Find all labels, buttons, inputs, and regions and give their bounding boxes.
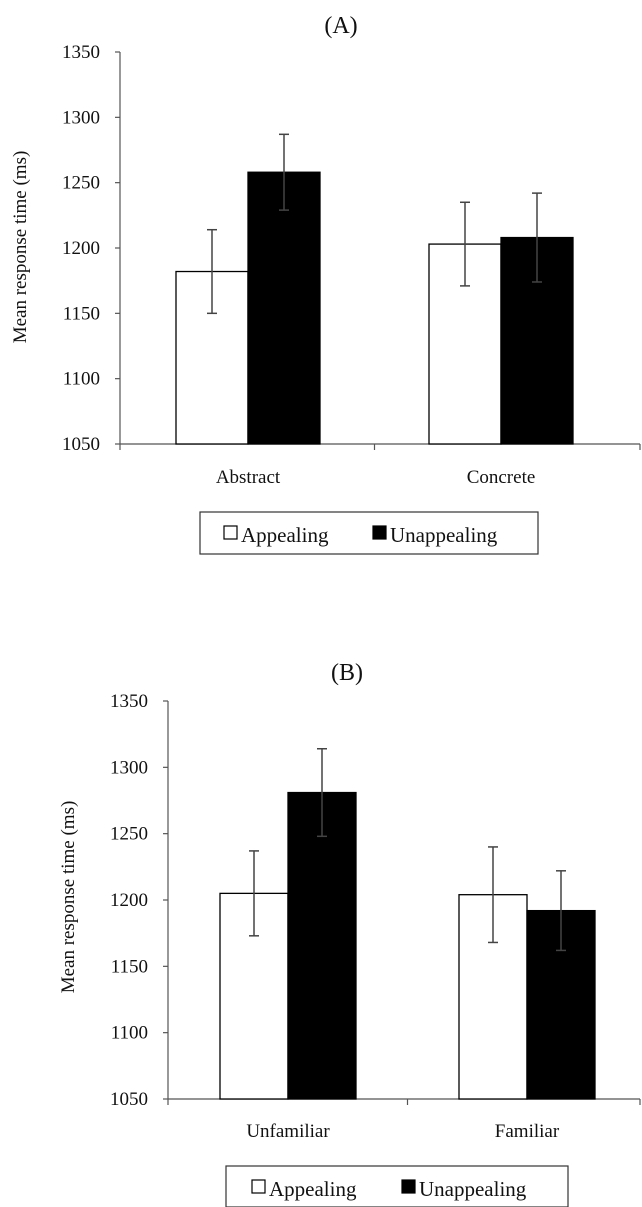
panel-b-y-tick-label: 1350 bbox=[110, 691, 148, 712]
panel-a-y-tick-label: 1350 bbox=[62, 42, 100, 63]
legend-unappealing-swatch-a bbox=[372, 525, 387, 540]
panel-a-category-label-abstract: Abstract bbox=[216, 467, 281, 488]
panel-b-y-tick-label: 1250 bbox=[110, 824, 148, 845]
panel-b-y-tick-label: 1150 bbox=[111, 956, 148, 977]
panel-b-bar-unappealing-unfamiliar bbox=[287, 791, 357, 1100]
panel-a-y-tick-label: 1300 bbox=[62, 107, 100, 128]
panel-b-y-tick-label: 1300 bbox=[110, 757, 148, 778]
panel-b-y-tick-label: 1050 bbox=[110, 1089, 148, 1110]
legend-unappealing-label-a: Unappealing bbox=[390, 523, 498, 547]
panel-b-plot-area: 1050 1100 1150 1200 1250 1300 1350 Unfamiliar Fa… bbox=[110, 691, 641, 1142]
panel-a-title: (A) bbox=[324, 13, 357, 39]
panel-b-title: (B) bbox=[331, 660, 363, 686]
panel-a-bar-unappealing-abstract bbox=[247, 171, 321, 445]
panel-b-category-label-familiar: Familiar bbox=[495, 1121, 560, 1142]
panel-b-y-tick-label: 1200 bbox=[110, 890, 148, 911]
panel-a-legend-frame bbox=[199, 511, 539, 555]
panel-b-y-axis-label: Mean response time (ms) bbox=[58, 801, 79, 994]
panel-a-y-tick-label: 1100 bbox=[63, 369, 100, 390]
legend-appealing-swatch-b bbox=[251, 1179, 266, 1194]
panel-b-category-label-unfamiliar: Unfamiliar bbox=[246, 1121, 330, 1142]
panel-b-y-tick-label: 1100 bbox=[111, 1023, 148, 1044]
panel-a-y-tick-label: 1150 bbox=[63, 303, 100, 324]
legend-appealing-swatch-a bbox=[223, 525, 238, 540]
panel-b: (B) Mean response time (ms) 1050 1100 1150… bbox=[58, 660, 641, 1207]
panel-a-y-axis-label: Mean response time (ms) bbox=[10, 151, 31, 344]
legend-appealing-label-a: Appealing bbox=[241, 523, 329, 547]
panel-a-category-label-concrete: Concrete bbox=[467, 467, 536, 488]
legend-unappealing-label-b: Unappealing bbox=[419, 1177, 527, 1201]
panel-a-y-tick-label: 1200 bbox=[62, 238, 100, 259]
legend-unappealing-swatch-b bbox=[401, 1179, 416, 1194]
panel-a-legend: Appealing Unappealing bbox=[199, 511, 539, 555]
panel-a-plot-area: 1050 1100 1150 1200 1250 1300 1350 Abstract Conc… bbox=[62, 42, 641, 488]
panel-b-legend: Appealing Unappealing bbox=[225, 1165, 569, 1207]
panel-a-y-tick-label: 1050 bbox=[62, 434, 100, 455]
panel-b-legend-frame bbox=[225, 1165, 569, 1207]
panel-a: (A) Mean response time (ms) 1050 1100 1150… bbox=[10, 13, 641, 555]
legend-appealing-label-b: Appealing bbox=[269, 1177, 357, 1201]
panel-a-y-tick-label: 1250 bbox=[62, 173, 100, 194]
